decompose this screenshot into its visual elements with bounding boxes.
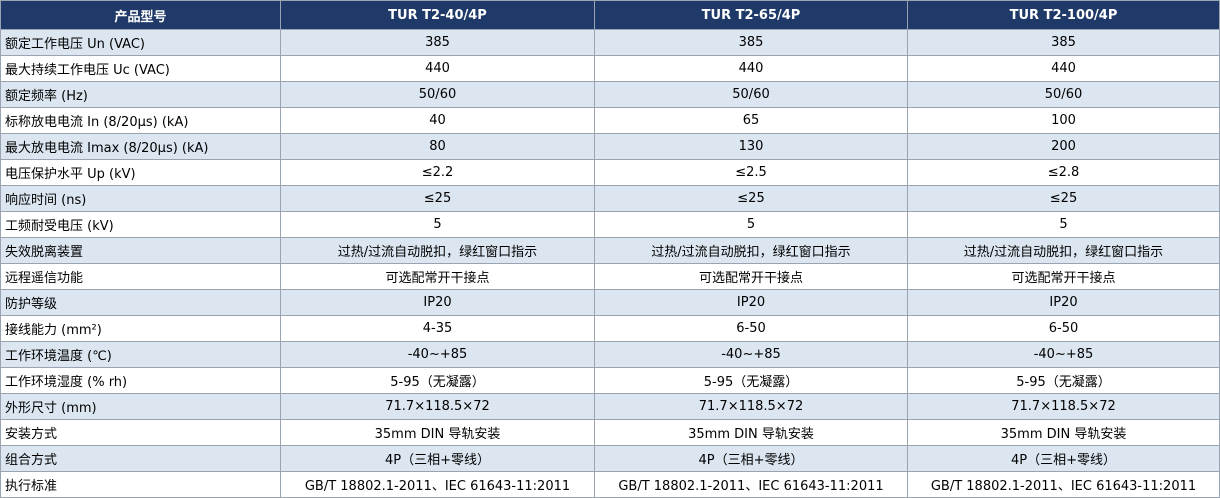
cell: 71.7×118.5×72: [594, 393, 908, 420]
row-label: 额定工作电压 Un (VAC): [0, 29, 281, 56]
row-label: 电压保护水平 Up (kV): [0, 159, 281, 186]
row-label: 额定频率 (Hz): [0, 81, 281, 108]
cell: 过热/过流自动脱扣，绿红窗口指示: [594, 237, 908, 264]
table-row: 标称放电电流 In (8/20μs) (kA) 40 65 100: [0, 107, 1220, 134]
row-label: 工作环境温度 (℃): [0, 341, 281, 368]
cell: -40~+85: [594, 341, 908, 368]
cell: 35mm DIN 导轨安装: [280, 419, 595, 446]
cell: 100: [907, 107, 1220, 134]
cell: 50/60: [594, 81, 908, 108]
cell: ≤25: [280, 185, 595, 212]
row-label: 最大持续工作电压 Uc (VAC): [0, 55, 281, 82]
cell: 过热/过流自动脱扣，绿红窗口指示: [907, 237, 1220, 264]
cell: 6-50: [594, 315, 908, 342]
cell: GB/T 18802.1-2011、IEC 61643-11:2011: [907, 471, 1220, 498]
row-label: 远程遥信功能: [0, 263, 281, 290]
table-row: 工作环境温度 (℃) -40~+85 -40~+85 -40~+85: [0, 341, 1220, 368]
cell: IP20: [280, 289, 595, 316]
cell: IP20: [907, 289, 1220, 316]
table-row: 组合方式 4P（三相+零线） 4P（三相+零线） 4P（三相+零线）: [0, 445, 1220, 472]
cell: IP20: [594, 289, 908, 316]
cell: -40~+85: [280, 341, 595, 368]
cell: 71.7×118.5×72: [280, 393, 595, 420]
cell: 440: [594, 55, 908, 82]
table-row: 最大放电电流 Imax (8/20μs) (kA) 80 130 200: [0, 133, 1220, 160]
cell: ≤25: [907, 185, 1220, 212]
cell: 130: [594, 133, 908, 160]
table-body: 额定工作电压 Un (VAC) 385 385 385 最大持续工作电压 Uc (VAC…: [0, 29, 1220, 498]
cell: 385: [594, 29, 908, 56]
cell: -40~+85: [907, 341, 1220, 368]
cell: 可选配常开干接点: [280, 263, 595, 290]
cell: 50/60: [907, 81, 1220, 108]
cell: 4P（三相+零线）: [594, 445, 908, 472]
cell: 385: [280, 29, 595, 56]
row-label: 外形尺寸 (mm): [0, 393, 281, 420]
cell: 4P（三相+零线）: [907, 445, 1220, 472]
table-row: 响应时间 (ns) ≤25 ≤25 ≤25: [0, 185, 1220, 212]
cell: 5-95（无凝露）: [907, 367, 1220, 394]
header-cell: TUR T2-100/4P: [907, 0, 1220, 30]
table-row: 电压保护水平 Up (kV) ≤2.2 ≤2.5 ≤2.8: [0, 159, 1220, 186]
cell: GB/T 18802.1-2011、IEC 61643-11:2011: [594, 471, 908, 498]
row-label: 工作环境湿度 (% rh): [0, 367, 281, 394]
cell: 5: [907, 211, 1220, 238]
cell: 可选配常开干接点: [907, 263, 1220, 290]
cell: ≤2.5: [594, 159, 908, 186]
table-row: 接线能力 (mm²) 4-35 6-50 6-50: [0, 315, 1220, 342]
cell: GB/T 18802.1-2011、IEC 61643-11:2011: [280, 471, 595, 498]
table-row: 外形尺寸 (mm) 71.7×118.5×72 71.7×118.5×72 71.7×…: [0, 393, 1220, 420]
row-label: 接线能力 (mm²): [0, 315, 281, 342]
cell: 71.7×118.5×72: [907, 393, 1220, 420]
row-label: 防护等级: [0, 289, 281, 316]
row-label: 安装方式: [0, 419, 281, 446]
header-cell: TUR T2-65/4P: [594, 0, 908, 30]
header-cell: TUR T2-40/4P: [280, 0, 595, 30]
row-label: 组合方式: [0, 445, 281, 472]
table-row: 最大持续工作电压 Uc (VAC) 440 440 440: [0, 55, 1220, 82]
row-label: 执行标准: [0, 471, 281, 498]
cell: 6-50: [907, 315, 1220, 342]
cell: 200: [907, 133, 1220, 160]
cell: ≤2.2: [280, 159, 595, 186]
table-row: 防护等级 IP20 IP20 IP20: [0, 289, 1220, 316]
header-row: 产品型号 TUR T2-40/4P TUR T2-65/4P TUR T2-100/4…: [0, 0, 1220, 30]
cell: 5-95（无凝露）: [594, 367, 908, 394]
row-label: 标称放电电流 In (8/20μs) (kA): [0, 107, 281, 134]
cell: 35mm DIN 导轨安装: [907, 419, 1220, 446]
cell: 65: [594, 107, 908, 134]
cell: 过热/过流自动脱扣，绿红窗口指示: [280, 237, 595, 264]
table-row: 工频耐受电压 (kV) 5 5 5: [0, 211, 1220, 238]
table-row: 执行标准 GB/T 18802.1-2011、IEC 61643-11:2011 G…: [0, 471, 1220, 498]
table-row: 工作环境湿度 (% rh) 5-95（无凝露） 5-95（无凝露） 5-95（无凝露）: [0, 367, 1220, 394]
cell: 5: [594, 211, 908, 238]
cell: 50/60: [280, 81, 595, 108]
cell: 440: [907, 55, 1220, 82]
table-row: 远程遥信功能 可选配常开干接点 可选配常开干接点 可选配常开干接点: [0, 263, 1220, 290]
cell: ≤2.8: [907, 159, 1220, 186]
cell: 4-35: [280, 315, 595, 342]
cell: 80: [280, 133, 595, 160]
header-cell: 产品型号: [0, 0, 281, 30]
cell: ≤25: [594, 185, 908, 212]
cell: 4P（三相+零线）: [280, 445, 595, 472]
cell: 440: [280, 55, 595, 82]
table-row: 失效脱离装置 过热/过流自动脱扣，绿红窗口指示 过热/过流自动脱扣，绿红窗口指示 过热…: [0, 237, 1220, 264]
cell: 5: [280, 211, 595, 238]
cell: 5-95（无凝露）: [280, 367, 595, 394]
row-label: 失效脱离装置: [0, 237, 281, 264]
row-label: 最大放电电流 Imax (8/20μs) (kA): [0, 133, 281, 160]
table-row: 额定频率 (Hz) 50/60 50/60 50/60: [0, 81, 1220, 108]
row-label: 工频耐受电压 (kV): [0, 211, 281, 238]
cell: 35mm DIN 导轨安装: [594, 419, 908, 446]
cell: 40: [280, 107, 595, 134]
row-label: 响应时间 (ns): [0, 185, 281, 212]
cell: 385: [907, 29, 1220, 56]
cell: 可选配常开干接点: [594, 263, 908, 290]
table-row: 安装方式 35mm DIN 导轨安装 35mm DIN 导轨安装 35mm DIN 导…: [0, 419, 1220, 446]
table-row: 额定工作电压 Un (VAC) 385 385 385: [0, 29, 1220, 56]
